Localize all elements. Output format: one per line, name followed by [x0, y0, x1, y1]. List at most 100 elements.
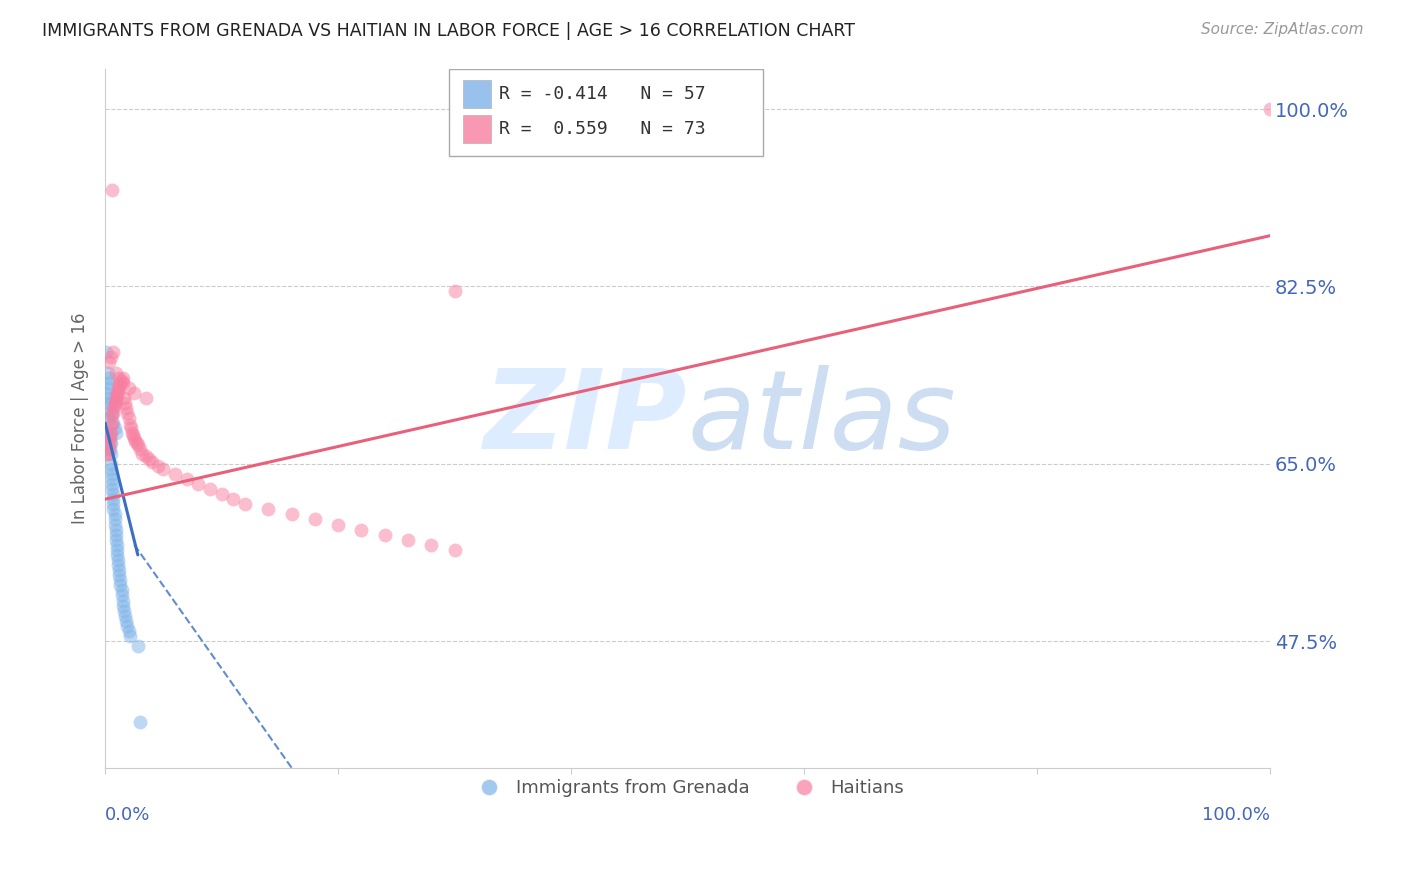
Text: Source: ZipAtlas.com: Source: ZipAtlas.com [1201, 22, 1364, 37]
Point [107, 384, 129, 398]
Point [96, 446, 118, 460]
Point [396, 533, 419, 547]
Text: ZIP: ZIP [484, 365, 688, 472]
Point [108, 377, 131, 392]
Point [443, 285, 465, 299]
Point [114, 608, 136, 623]
Point [135, 449, 157, 463]
Point [198, 482, 221, 496]
Point [97, 381, 120, 395]
Text: R = -0.414   N = 57: R = -0.414 N = 57 [499, 86, 706, 103]
Point [112, 391, 135, 405]
Point [103, 416, 125, 430]
Text: IMMIGRANTS FROM GRENADA VS HAITIAN IN LABOR FORCE | AGE > 16 CORRELATION CHART: IMMIGRANTS FROM GRENADA VS HAITIAN IN LA… [42, 22, 855, 40]
Point [117, 619, 139, 633]
Point [110, 583, 132, 598]
Point [96, 446, 118, 460]
Point [105, 548, 128, 562]
Point [110, 573, 132, 587]
Point [420, 538, 443, 552]
Point [103, 492, 125, 507]
Point [103, 421, 125, 435]
Point [105, 538, 128, 552]
Point [110, 589, 132, 603]
Point [108, 563, 131, 577]
Point [97, 442, 120, 456]
Point [112, 604, 135, 618]
Point [350, 523, 373, 537]
Point [117, 381, 139, 395]
Point [96, 385, 118, 400]
Point [127, 639, 149, 653]
Point [104, 533, 127, 547]
Point [131, 446, 153, 460]
Point [110, 376, 132, 390]
Point [100, 462, 122, 476]
Point [138, 451, 160, 466]
Point [187, 477, 209, 491]
Point [107, 381, 129, 395]
FancyBboxPatch shape [449, 69, 763, 156]
Point [96, 345, 118, 359]
Point [103, 406, 125, 420]
Y-axis label: In Labor Force | Age > 16: In Labor Force | Age > 16 [72, 312, 89, 524]
Legend: Immigrants from Grenada, Haitians: Immigrants from Grenada, Haitians [464, 772, 911, 804]
Point [257, 502, 280, 516]
Point [100, 396, 122, 410]
Point [124, 431, 146, 445]
Point [118, 629, 141, 643]
Point [165, 467, 187, 481]
Text: R =  0.559   N = 73: R = 0.559 N = 73 [499, 120, 706, 137]
Point [101, 183, 124, 197]
Point [129, 715, 152, 730]
Point [117, 411, 139, 425]
Point [101, 482, 124, 496]
Point [100, 426, 122, 441]
Point [96, 366, 118, 380]
Text: atlas: atlas [688, 365, 956, 472]
Point [118, 418, 141, 433]
Point [222, 492, 245, 507]
Point [304, 512, 326, 526]
Point [152, 462, 174, 476]
Point [280, 508, 302, 522]
Point [98, 436, 121, 450]
Point [108, 568, 131, 582]
Point [97, 431, 120, 445]
Point [103, 396, 125, 410]
Point [103, 345, 125, 359]
Point [114, 396, 136, 410]
Point [135, 391, 157, 405]
Point [127, 438, 149, 452]
Point [141, 455, 163, 469]
Point [115, 401, 138, 415]
Point [104, 391, 127, 405]
Point [105, 542, 128, 557]
Point [117, 406, 139, 420]
Point [111, 593, 134, 607]
Point [96, 376, 118, 390]
Point [96, 396, 118, 410]
Point [101, 467, 124, 481]
Point [108, 370, 131, 384]
Point [328, 517, 350, 532]
FancyBboxPatch shape [463, 115, 491, 143]
Point [104, 523, 127, 537]
Point [104, 426, 127, 441]
Point [98, 442, 121, 456]
Point [103, 398, 125, 412]
Point [111, 376, 134, 390]
Point [103, 508, 125, 522]
Point [129, 442, 152, 456]
Point [103, 497, 125, 511]
Point [107, 558, 129, 572]
Point [104, 393, 127, 408]
Point [98, 391, 121, 405]
Point [98, 426, 121, 441]
Point [100, 457, 122, 471]
Point [110, 374, 132, 388]
Text: 100.0%: 100.0% [1202, 806, 1270, 824]
Text: 0.0%: 0.0% [105, 806, 150, 824]
Point [100, 436, 122, 450]
Point [101, 416, 124, 430]
